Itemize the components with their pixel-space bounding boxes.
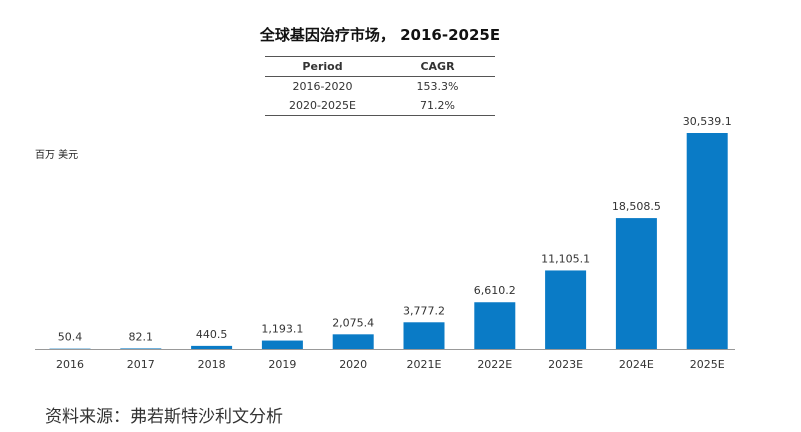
bar bbox=[615, 218, 657, 349]
cagr-cell: 153.3% bbox=[416, 80, 459, 93]
x-tick-label: 2025E bbox=[690, 358, 725, 371]
bar bbox=[120, 348, 162, 349]
bar bbox=[686, 133, 728, 349]
x-tick-label: 2018 bbox=[198, 358, 226, 371]
data-label: 30,539.1 bbox=[683, 115, 732, 128]
bar bbox=[403, 322, 445, 349]
period-cell: 2020-2025E bbox=[289, 99, 356, 112]
data-label: 440.5 bbox=[196, 328, 228, 341]
source-note: 资料来源：弗若斯特沙利文分析 bbox=[45, 407, 283, 427]
x-tick-label: 2019 bbox=[268, 358, 296, 371]
data-label: 1,193.1 bbox=[261, 323, 303, 336]
data-label: 6,610.2 bbox=[474, 284, 516, 297]
header-period: Period bbox=[302, 60, 343, 73]
bar bbox=[191, 345, 233, 349]
x-tick-label: 2016 bbox=[56, 358, 84, 371]
x-tick-label: 2024E bbox=[619, 358, 654, 371]
cagr-cell: 71.2% bbox=[420, 99, 455, 112]
x-tick-label: 2022E bbox=[477, 358, 512, 371]
y-axis-unit-label: 百万 美元 bbox=[35, 150, 79, 161]
cagr-table-header: Period CAGR bbox=[265, 56, 495, 77]
data-label: 18,508.5 bbox=[612, 200, 661, 213]
bar bbox=[332, 334, 374, 349]
data-label: 3,777.2 bbox=[403, 304, 445, 317]
x-tick-label: 2021E bbox=[407, 358, 442, 371]
table-row: 2016-2020 153.3% bbox=[265, 77, 495, 96]
bar bbox=[474, 302, 516, 349]
data-label: 2,075.4 bbox=[332, 316, 374, 329]
cagr-table: Period CAGR 2016-2020 153.3% 2020-2025E … bbox=[265, 56, 495, 116]
bar bbox=[261, 340, 303, 349]
x-tick-label: 2023E bbox=[548, 358, 583, 371]
data-label: 11,105.1 bbox=[541, 252, 590, 265]
chart-title: 全球基因治疗市场， 2016-2025E bbox=[259, 26, 501, 44]
table-row: 2020-2025E 71.2% bbox=[265, 96, 495, 116]
bar bbox=[545, 270, 587, 349]
header-cagr: CAGR bbox=[420, 60, 455, 73]
data-label: 50.4 bbox=[58, 331, 83, 344]
x-tick-label: 2017 bbox=[127, 358, 155, 371]
period-cell: 2016-2020 bbox=[292, 80, 353, 93]
x-tick-label: 2020 bbox=[339, 358, 367, 371]
data-label: 82.1 bbox=[129, 330, 154, 343]
